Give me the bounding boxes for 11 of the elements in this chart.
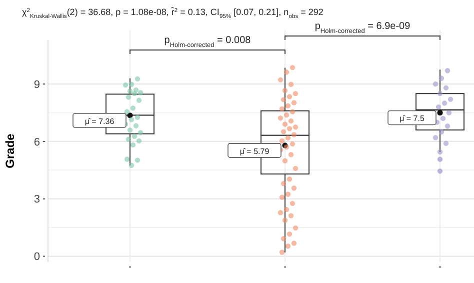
y-tick-label: 6 (34, 136, 40, 148)
text: p$_{Holm-corrected}$ = 6.9e-09 (314, 21, 411, 34)
annotation: μ̂ = 7.36 (84, 116, 115, 126)
annotation: μ̂ = 5.79 (240, 146, 270, 156)
text: χ$^{2}$$_{Kruskal-Wallis}$(2) = 36.68, p = 1.08e-08, r̂$^{2}$ = 0.13, CI$_{95%}$ [0.07, 0.21], n$_{obs}$ = 292 (22, 7, 324, 20)
annotation: p$_{Holm-corrected}$ = 0.008 (164, 35, 252, 48)
y-tick-label: 0 (34, 251, 40, 264)
annotation: μ̂ = 7.5 (400, 114, 425, 124)
y-tick-label: 3 (34, 194, 40, 206)
y-tick-label: 9 (34, 78, 40, 91)
y-axis-title: Grade (3, 133, 17, 168)
